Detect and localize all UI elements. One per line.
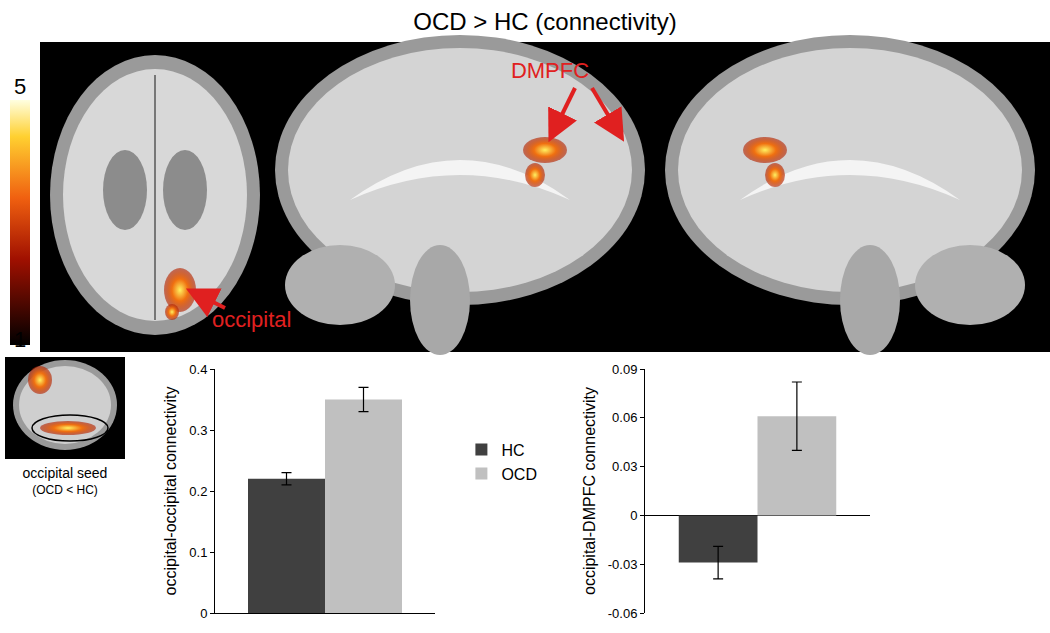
svg-text:0: 0 (630, 508, 637, 523)
svg-text:0.4: 0.4 (189, 362, 207, 377)
svg-text:occipital seed: occipital seed (23, 465, 108, 481)
svg-text:0.2: 0.2 (189, 484, 207, 499)
svg-text:-0.06: -0.06 (608, 606, 638, 621)
svg-text:0: 0 (200, 606, 207, 621)
svg-text:0.03: 0.03 (612, 459, 637, 474)
svg-text:0.09: 0.09 (612, 362, 637, 377)
svg-text:-0.03: -0.03 (608, 557, 638, 572)
svg-text:occipital-occipital connectivi: occipital-occipital connectivity (162, 387, 179, 596)
svg-text:HC: HC (501, 442, 524, 459)
svg-text:1: 1 (14, 327, 26, 352)
svg-text:occipital: occipital (212, 307, 291, 332)
svg-text:0.1: 0.1 (189, 545, 207, 560)
svg-text:DMPFC: DMPFC (511, 58, 589, 83)
svg-text:OCD: OCD (501, 466, 537, 483)
svg-text:occipital-DMPFC connectivity: occipital-DMPFC connectivity (581, 387, 598, 595)
svg-text:0.06: 0.06 (612, 410, 637, 425)
svg-text:5: 5 (14, 74, 26, 99)
svg-text:OCD > HC (connectivity): OCD > HC (connectivity) (413, 8, 676, 35)
svg-text:(OCD < HC): (OCD < HC) (32, 483, 98, 497)
svg-text:0.3: 0.3 (189, 423, 207, 438)
